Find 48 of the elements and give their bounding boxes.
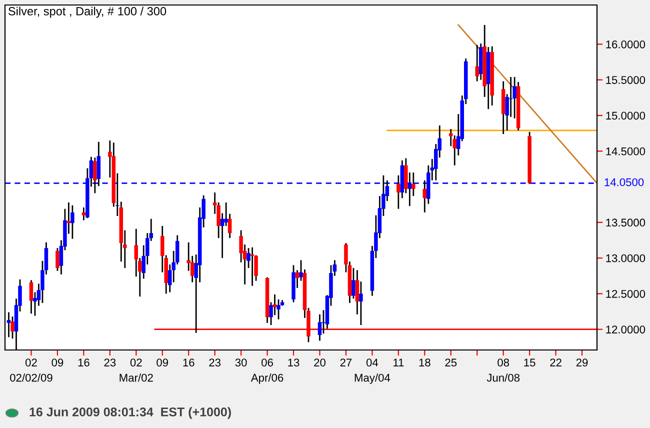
candlestick: [276, 298, 280, 320]
y-tick-label: 14.5000: [606, 147, 646, 156]
y-tick-label: 12.0000: [606, 326, 646, 334]
x-tick-label: 23: [209, 358, 221, 366]
x-tick-label: 22: [550, 358, 562, 366]
candlestick: [29, 279, 34, 314]
candlestick: [475, 44, 479, 82]
candlestick: [412, 172, 416, 197]
x-tick-label: 02 Mar/02: [120, 358, 153, 382]
y-tick-label: 13.5000: [606, 218, 646, 227]
x-tick-label: 08 Jun/08: [486, 358, 520, 382]
candlestick: [422, 180, 427, 214]
candlestick: [224, 202, 228, 227]
candlestick: [250, 246, 254, 287]
candlestick: [352, 267, 356, 300]
candlestick: [10, 316, 14, 340]
x-tick-label: 06 Apr/06: [250, 358, 284, 384]
x-tick-label: 16: [78, 358, 90, 366]
x-tick-label: 25: [445, 358, 457, 366]
candlestick: [396, 174, 400, 210]
text: 16 Jun 2009 08:01:34 EST (+1000): [30, 407, 231, 419]
x-tick-label: 09: [52, 358, 64, 366]
x-tick-label: 23: [104, 358, 116, 366]
x-tick-label: 11: [393, 358, 404, 366]
x-tick-label: 16: [183, 358, 194, 366]
ref-line-label: 14.0500: [604, 178, 644, 186]
chart-title: Silver, spot , Daily, # 100 / 300: [8, 6, 166, 18]
candlestick: [318, 314, 322, 342]
candlestick: [512, 76, 516, 120]
candlestick: [359, 280, 363, 326]
x-tick-label: 29: [576, 358, 588, 366]
candlestick: [70, 204, 74, 240]
y-tick-label: 15.0000: [606, 112, 646, 120]
x-tick-label: 18: [419, 358, 430, 366]
x-tick-label: 15: [524, 358, 536, 366]
y-tick-label: 15.5000: [606, 76, 646, 84]
x-tick-label: 09: [156, 358, 168, 366]
y-tick-label: 13.0000: [606, 254, 646, 262]
x-tick-label: 30: [235, 358, 247, 366]
y-tick-label: 12.5000: [606, 290, 646, 298]
candlestick: [82, 206, 86, 221]
x-tick-label: 13: [288, 358, 300, 366]
x-tick-label: 27: [340, 358, 352, 366]
candlestick: [408, 172, 412, 207]
x-tick-label: 04 May/04: [354, 358, 390, 384]
x-tick-label: 02 02/02/09: [10, 358, 52, 382]
y-tick-label: 16.0000: [606, 40, 646, 48]
x-tick-label: 20: [314, 358, 326, 366]
